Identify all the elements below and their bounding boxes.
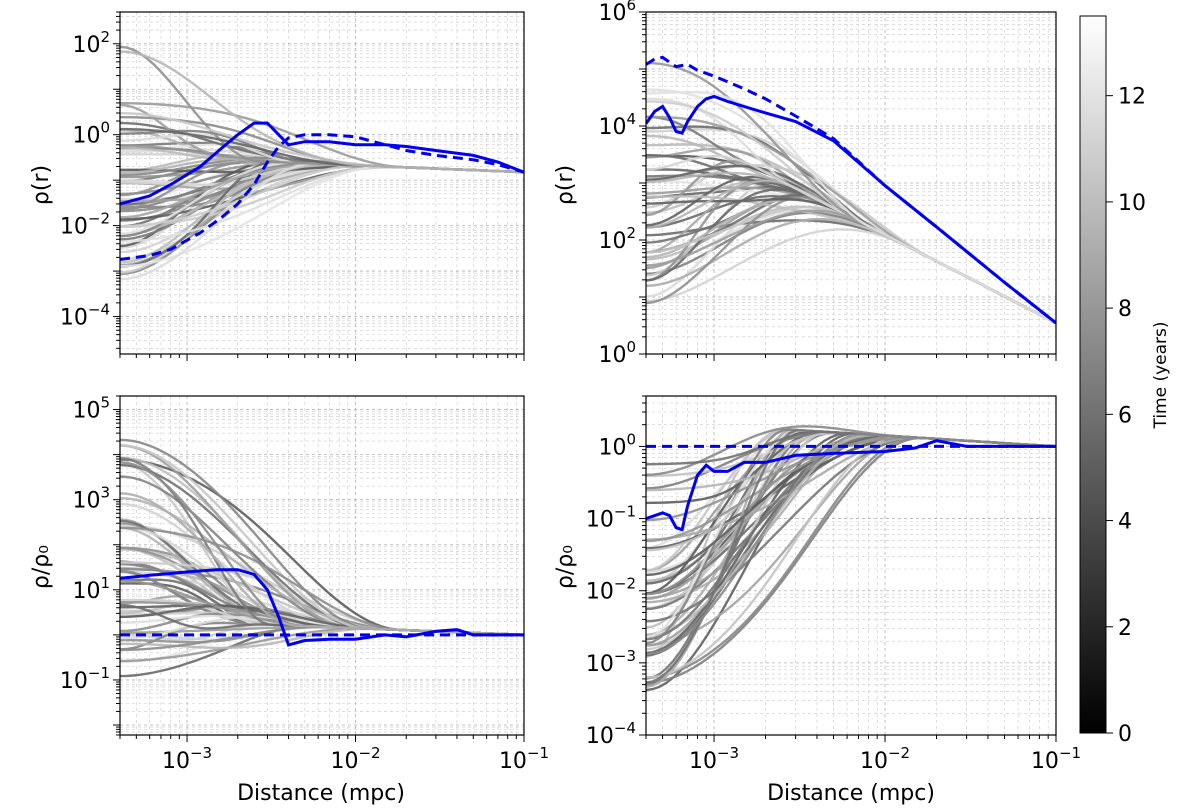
colorbar-label: Time (years) <box>1151 321 1171 429</box>
series-solid <box>120 121 524 206</box>
ylabel-top-right: ρ(r) <box>553 165 578 205</box>
series-solid <box>646 439 1056 532</box>
background-curve <box>120 456 524 637</box>
y-tick-label: 105 <box>72 394 110 424</box>
y-tick-label: 100 <box>72 119 110 149</box>
background-curve <box>646 433 1056 656</box>
background-curves <box>120 438 524 678</box>
colorbar-tick-label: 12 <box>1118 85 1146 110</box>
y-tick-label: 102 <box>598 224 636 254</box>
y-tick-label: 102 <box>72 28 110 58</box>
series-solid <box>120 568 524 647</box>
y-tick-label: 103 <box>72 484 110 514</box>
background-curve <box>120 50 524 174</box>
colorbar-gradient <box>1079 15 1107 734</box>
panel-bottom-left: 10−1 101 103 105 10−3 10−2 10−1 <box>60 394 549 774</box>
background-curves <box>646 425 1056 692</box>
xlabel-bottom-left: Distance (mpc) <box>237 781 405 806</box>
x-tick-label: 10−3 <box>689 744 739 774</box>
ylabel-bottom-right: ρ/ρ₀ <box>553 545 578 589</box>
background-curve <box>646 91 1056 325</box>
y-tick-label: 104 <box>598 110 636 140</box>
panel-top-right: 100 102 104 106 <box>598 0 1057 368</box>
y-tick-label: 100 <box>598 430 636 460</box>
grid <box>646 12 1056 354</box>
y-tick-label: 10−4 <box>586 719 636 749</box>
ylabel-bottom-left: ρ/ρ₀ <box>29 545 54 589</box>
axes-frame <box>119 11 525 355</box>
background-curve <box>120 492 524 637</box>
xlabel-bottom-right: Distance (mpc) <box>767 781 935 806</box>
colorbar-tick-label: 0 <box>1118 722 1132 747</box>
colorbar-tick-label: 8 <box>1118 297 1132 322</box>
y-tick-label: 10−1 <box>60 664 110 694</box>
colorbar-tick-label: 10 <box>1118 191 1146 216</box>
y-tick-label: 10−1 <box>586 503 636 533</box>
background-curve <box>646 228 1056 325</box>
y-tick-label: 10−4 <box>60 301 110 331</box>
colorbar-tick-label: 2 <box>1118 616 1132 641</box>
x-tick-label: 10−1 <box>499 744 549 774</box>
y-tick-label: 100 <box>598 338 636 368</box>
panel-bottom-right: 10−4 10−3 10−2 10−1 100 10−3 10−2 10−1 <box>586 395 1081 774</box>
ylabel-top-left: ρ(r) <box>29 165 54 205</box>
y-tick-label: 10−2 <box>586 575 636 605</box>
y-tick-label: 106 <box>598 0 636 26</box>
x-tick-label: 10−2 <box>860 744 910 774</box>
colorbar-tick-label: 4 <box>1118 510 1132 535</box>
colorbar-tick-label: 6 <box>1118 403 1132 428</box>
x-tick-label: 10−3 <box>162 744 212 774</box>
colorbar: 0 2 4 6 8 10 12 Time (years) <box>1079 15 1171 747</box>
axes-frame <box>645 395 1057 736</box>
series-dashed <box>120 133 524 261</box>
y-tick-label: 10−3 <box>586 647 636 677</box>
background-curves <box>646 61 1056 325</box>
background-curve <box>646 175 1056 325</box>
y-tick-label: 101 <box>72 574 110 604</box>
x-tick-label: 10−2 <box>330 744 380 774</box>
axes-frame <box>119 395 525 736</box>
background-curves <box>120 45 524 281</box>
y-tick-label: 10−2 <box>60 210 110 240</box>
x-tick-label: 10−1 <box>1031 744 1081 774</box>
panel-top-left: 10−4 10−2 100 102 <box>60 11 525 361</box>
series-dashed <box>646 55 1056 325</box>
